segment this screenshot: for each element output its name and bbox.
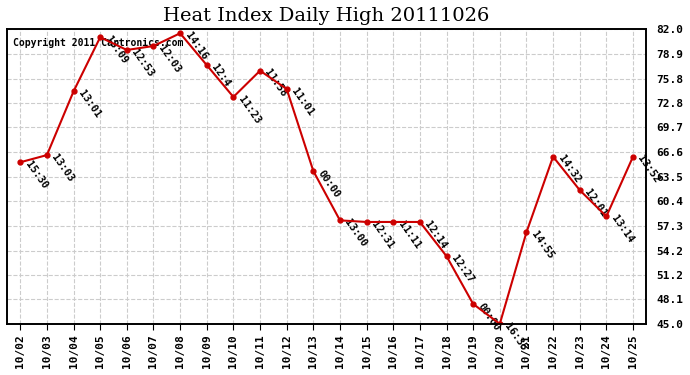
Text: 11:58: 11:58 (263, 68, 289, 99)
Text: 11:23: 11:23 (236, 94, 262, 126)
Text: 00:00: 00:00 (476, 301, 502, 333)
Text: 16:35: 16:35 (502, 321, 529, 352)
Text: 13:52: 13:52 (635, 154, 662, 185)
Text: 00:00: 00:00 (316, 168, 342, 200)
Text: 11:11: 11:11 (396, 219, 422, 251)
Text: 13:01: 13:01 (77, 88, 102, 120)
Text: 15:30: 15:30 (23, 159, 49, 191)
Text: 12:01: 12:01 (582, 188, 609, 219)
Text: 13:03: 13:03 (50, 152, 76, 184)
Text: Copyright 2011 Cartronics.com: Copyright 2011 Cartronics.com (13, 38, 184, 48)
Text: 12:31: 12:31 (369, 219, 395, 251)
Text: 14:32: 14:32 (556, 154, 582, 185)
Text: 12:4: 12:4 (210, 62, 232, 88)
Text: 14:55: 14:55 (529, 230, 555, 261)
Text: 12:53: 12:53 (130, 47, 156, 78)
Title: Heat Index Daily High 20111026: Heat Index Daily High 20111026 (164, 7, 490, 25)
Text: 14:16: 14:16 (183, 30, 209, 62)
Text: 12:27: 12:27 (449, 254, 475, 285)
Text: 13:00: 13:00 (343, 217, 369, 249)
Text: 12:14: 12:14 (423, 219, 448, 251)
Text: 13:09: 13:09 (103, 34, 129, 66)
Text: 12:03: 12:03 (156, 43, 182, 75)
Text: 11:01: 11:01 (289, 86, 315, 117)
Text: 13:14: 13:14 (609, 214, 635, 245)
